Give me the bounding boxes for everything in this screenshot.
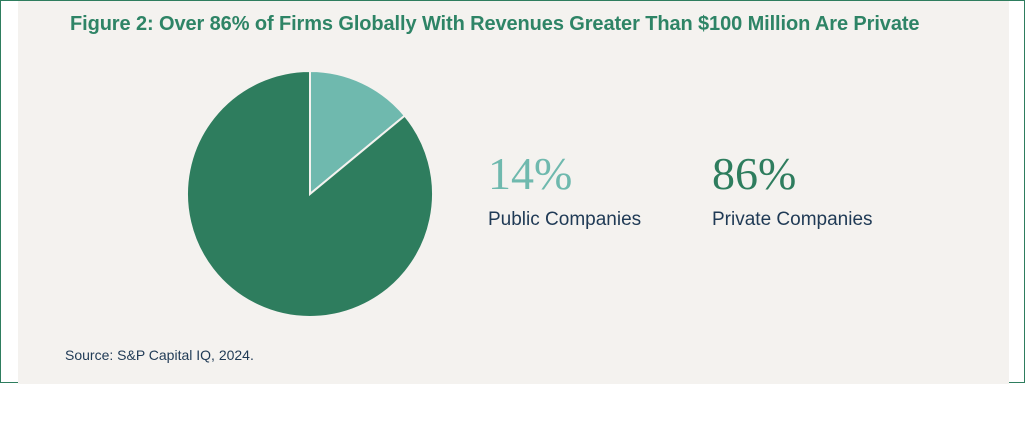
figure-frame: Figure 2: Over 86% of Firms Globally Wit… xyxy=(0,0,1025,384)
public-percent-label: 14% xyxy=(488,148,573,199)
chart-title: Figure 2: Over 86% of Firms Globally Wit… xyxy=(70,13,920,35)
figure-panel xyxy=(18,1,1009,384)
public-companies-label: Public Companies xyxy=(488,209,642,230)
source-note: Source: S&P Capital IQ, 2024. xyxy=(65,347,254,363)
pie-slice-private xyxy=(186,70,434,318)
private-companies-label: Private Companies xyxy=(712,209,873,230)
private-percent-label: 86% xyxy=(712,148,797,199)
legend-item-private: 86% Private Companies xyxy=(712,151,873,231)
pie-chart xyxy=(186,70,434,318)
legend-item-public: 14% Public Companies xyxy=(488,151,641,231)
pie-slice-public xyxy=(309,70,407,197)
